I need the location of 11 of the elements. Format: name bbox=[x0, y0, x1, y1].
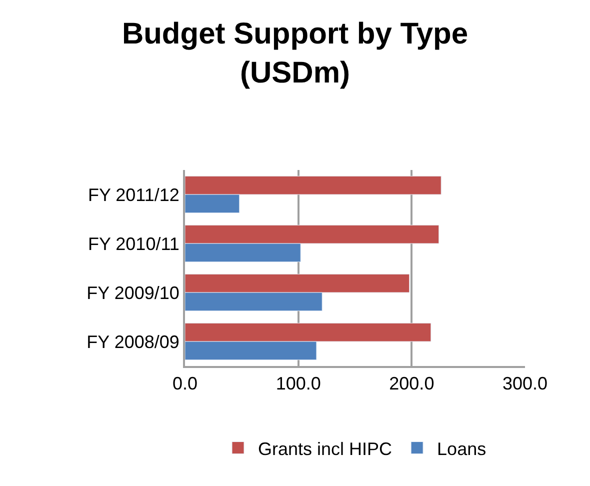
legend-label: Grants incl HIPC bbox=[258, 438, 392, 459]
y-tick-label: FY 2011/12 bbox=[88, 184, 180, 205]
x-tick-label: 300.0 bbox=[502, 374, 548, 394]
x-tick-label: 100.0 bbox=[276, 374, 321, 394]
x-tick-label: 200.0 bbox=[389, 374, 434, 394]
chart-title: Budget Support by Type (USDm) bbox=[122, 18, 468, 90]
x-tick-label: 0.0 bbox=[172, 374, 198, 394]
legend-label: Loans bbox=[437, 438, 486, 459]
y-tick-label: FY 2009/10 bbox=[86, 282, 180, 303]
y-tick-label: FY 2010/11 bbox=[88, 234, 180, 254]
y-tick-label: FY 2008/09 bbox=[86, 332, 180, 352]
